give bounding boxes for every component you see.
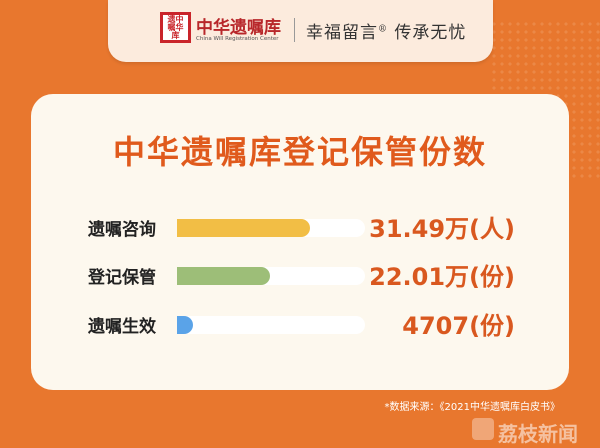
chart-title: 中华遗嘱库登记保管份数: [112, 133, 487, 171]
brand-name: 中华遗嘱库: [196, 18, 281, 38]
watermark-logo: [472, 418, 494, 440]
logo-seal: 遗中 嘱华库: [160, 12, 191, 43]
bar: [177, 267, 271, 285]
data-source: *数据来源：《2021中华遗嘱库白皮书》: [384, 402, 560, 413]
value-label: 31.49万(人): [369, 215, 515, 243]
slogan: 幸福留言® 传承无忧: [306, 23, 467, 43]
bar-row: 登记保管 22.01万(份): [0, 259, 600, 291]
bar-track: [177, 316, 365, 334]
bar: [177, 316, 193, 334]
category-label: 遗嘱生效: [88, 317, 156, 337]
value-label: 4707(份): [402, 312, 515, 340]
divider: [294, 18, 295, 42]
watermark: 荔枝新闻: [498, 422, 578, 446]
brand-english: China Will Registration Center: [196, 36, 279, 42]
bar-track: [177, 267, 365, 285]
bar: [177, 219, 311, 237]
bar-row: 遗嘱生效 4707(份): [0, 308, 600, 340]
bar-track: [177, 219, 365, 237]
value-label: 22.01万(份): [369, 263, 515, 291]
chart-card: [31, 94, 569, 390]
category-label: 遗嘱咨询: [88, 220, 156, 240]
category-label: 登记保管: [88, 268, 156, 288]
bar-row: 遗嘱咨询 31.49万(人): [0, 211, 600, 243]
